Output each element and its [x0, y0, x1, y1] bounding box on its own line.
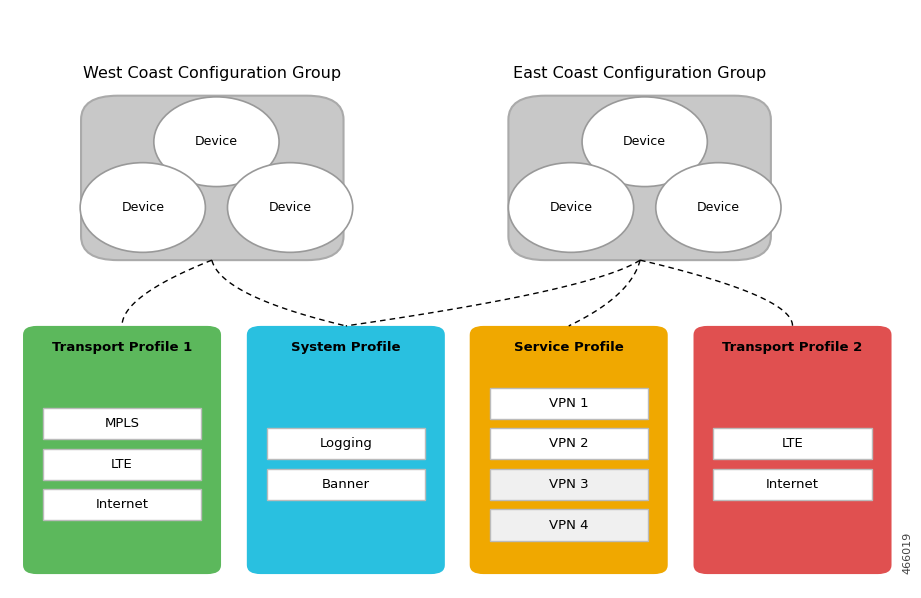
FancyBboxPatch shape [267, 469, 426, 500]
Text: Internet: Internet [766, 478, 819, 491]
FancyBboxPatch shape [490, 428, 648, 459]
FancyBboxPatch shape [713, 428, 871, 459]
Text: Service Profile: Service Profile [514, 341, 624, 354]
Text: West Coast Configuration Group: West Coast Configuration Group [83, 66, 341, 81]
Text: East Coast Configuration Group: East Coast Configuration Group [514, 66, 766, 81]
FancyBboxPatch shape [23, 326, 221, 574]
Text: Device: Device [195, 135, 238, 148]
Text: LTE: LTE [782, 437, 803, 450]
Text: Device: Device [550, 201, 592, 214]
Text: Transport Profile 1: Transport Profile 1 [52, 341, 192, 354]
Text: Banner: Banner [321, 478, 370, 491]
FancyBboxPatch shape [490, 509, 648, 541]
FancyBboxPatch shape [490, 388, 648, 419]
Text: Device: Device [122, 201, 164, 214]
FancyBboxPatch shape [267, 428, 426, 459]
Text: VPN 2: VPN 2 [549, 437, 589, 450]
Ellipse shape [154, 97, 279, 187]
FancyBboxPatch shape [81, 96, 344, 260]
FancyBboxPatch shape [42, 489, 201, 520]
Text: Device: Device [624, 135, 666, 148]
FancyBboxPatch shape [470, 326, 668, 574]
Ellipse shape [227, 163, 353, 252]
Ellipse shape [656, 163, 781, 252]
Ellipse shape [582, 97, 707, 187]
Ellipse shape [508, 163, 634, 252]
Text: VPN 1: VPN 1 [549, 396, 589, 410]
Ellipse shape [80, 163, 205, 252]
Text: LTE: LTE [111, 457, 133, 471]
FancyBboxPatch shape [247, 326, 445, 574]
Text: VPN 3: VPN 3 [549, 478, 589, 491]
Text: 466019: 466019 [903, 532, 912, 574]
Text: System Profile: System Profile [291, 341, 401, 354]
FancyBboxPatch shape [490, 469, 648, 500]
FancyBboxPatch shape [42, 408, 201, 439]
Text: MPLS: MPLS [104, 417, 140, 430]
Text: Device: Device [269, 201, 311, 214]
FancyBboxPatch shape [713, 469, 871, 500]
Text: Transport Profile 2: Transport Profile 2 [722, 341, 863, 354]
Text: Device: Device [697, 201, 740, 214]
FancyBboxPatch shape [508, 96, 771, 260]
FancyBboxPatch shape [42, 448, 201, 480]
Text: Logging: Logging [320, 437, 372, 450]
Text: VPN 4: VPN 4 [549, 518, 589, 532]
FancyBboxPatch shape [694, 326, 892, 574]
Text: Internet: Internet [96, 498, 148, 511]
